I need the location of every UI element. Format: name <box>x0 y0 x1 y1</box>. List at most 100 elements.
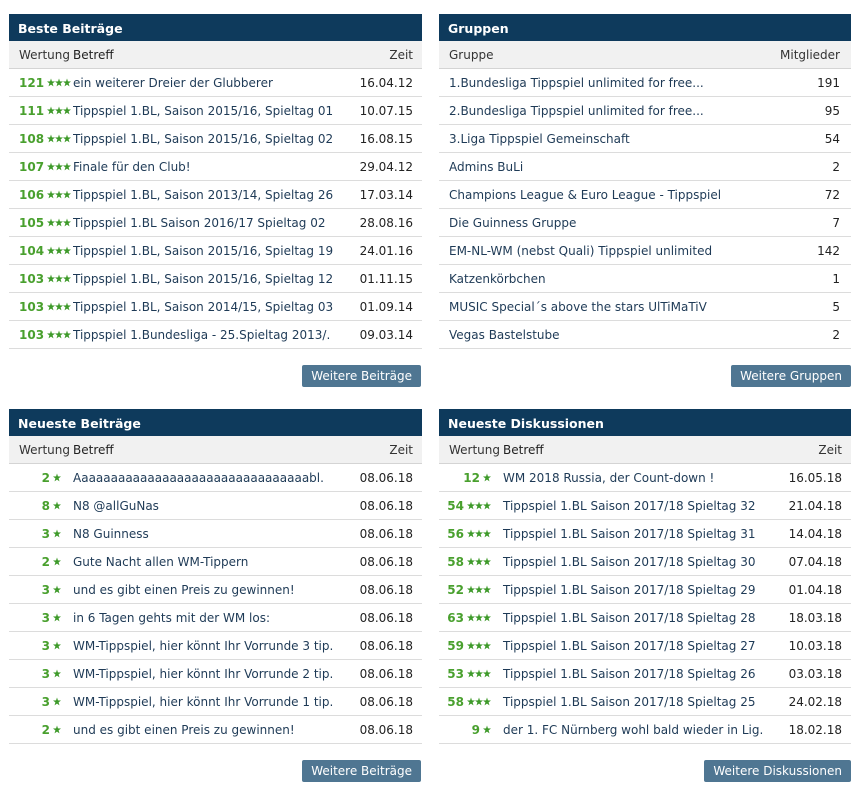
star-icon <box>475 557 483 566</box>
table-row[interactable]: 3 WM-Tippspiel, hier könnt Ihr Vorrunde 2… <box>9 660 422 688</box>
table-row[interactable]: 3 in 6 Tagen gehts mit der WM los: 08.06.1… <box>9 604 422 632</box>
rating-cell: 53 <box>439 667 497 681</box>
post-title-link[interactable]: Tippspiel 1.BL Saison 2017/18 Spieltag 2… <box>503 666 756 681</box>
table-row[interactable]: 53 Tippspiel 1.BL Saison 2017/18 Spieltag… <box>439 660 851 688</box>
star-icon <box>47 134 56 143</box>
group-row[interactable]: EM-NL-WM (nebst Quali) Tippspiel unlimit… <box>439 237 851 265</box>
post-title-link[interactable]: Tippspiel 1.BL, Saison 2015/16, Spieltag… <box>73 243 334 258</box>
table-row[interactable]: 107 Finale für den Club! 29.04.12 <box>9 153 422 181</box>
post-date: 08.06.18 <box>359 666 413 681</box>
star-rating-icon <box>47 190 72 199</box>
group-row[interactable]: Champions League & Euro League - Tippspi… <box>439 181 851 209</box>
table-row[interactable]: 108 Tippspiel 1.BL, Saison 2015/16, Spiel… <box>9 125 422 153</box>
score-value: 58 <box>447 554 464 569</box>
group-name-link[interactable]: Die Guinness Gruppe <box>449 215 577 230</box>
table-row[interactable]: 58 Tippspiel 1.BL Saison 2017/18 Spieltag… <box>439 688 851 716</box>
group-name-link[interactable]: Admins BuLi <box>449 159 524 174</box>
table-row[interactable]: 9 der 1. FC Nürnberg wohl bald wieder in … <box>439 716 851 744</box>
group-row[interactable]: 1.Bundesliga Tippspiel unlimited for fre… <box>439 69 851 97</box>
post-title-link[interactable]: Tippspiel 1.BL Saison 2017/18 Spieltag 2… <box>503 694 756 709</box>
group-name-link[interactable]: Champions League & Euro League - Tippspi… <box>449 187 722 202</box>
star-rating-icon <box>47 78 72 87</box>
group-name-link[interactable]: Vegas Bastelstube <box>449 327 560 342</box>
group-row[interactable]: Vegas Bastelstube 2 <box>439 321 851 349</box>
more-newest-posts-button[interactable]: Weitere Beiträge <box>302 760 421 782</box>
group-name-link[interactable]: 3.Liga Tippspiel Gemeinschaft <box>449 131 630 146</box>
post-title-link[interactable]: Tippspiel 1.BL Saison 2017/18 Spieltag 2… <box>503 638 756 653</box>
more-discussions-button[interactable]: Weitere Diskussionen <box>704 760 851 782</box>
table-row[interactable]: 3 N8 Guinness 08.06.18 <box>9 520 422 548</box>
more-best-posts-button[interactable]: Weitere Beiträge <box>302 365 421 387</box>
table-row[interactable]: 56 Tippspiel 1.BL Saison 2017/18 Spieltag… <box>439 520 851 548</box>
post-title-link[interactable]: Tippspiel 1.Bundesliga - 25.Spieltag 201… <box>73 327 331 342</box>
post-title-link[interactable]: Tippspiel 1.BL, Saison 2015/16, Spieltag… <box>73 103 334 118</box>
star-icon <box>53 641 61 650</box>
table-row[interactable]: 3 WM-Tippspiel, hier könnt Ihr Vorrunde 1… <box>9 688 422 716</box>
post-title-link[interactable]: Tippspiel 1.BL Saison 2017/18 Spieltag 2… <box>503 610 756 625</box>
rating-cell: 103 <box>9 272 73 286</box>
post-title-link[interactable]: Gute Nacht allen WM-Tippern <box>73 554 249 569</box>
star-rating-icon <box>47 274 72 283</box>
table-row[interactable]: 63 Tippspiel 1.BL Saison 2017/18 Spieltag… <box>439 604 851 632</box>
table-row[interactable]: 103 Tippspiel 1.Bundesliga - 25.Spieltag … <box>9 321 422 349</box>
post-title-link[interactable]: Tippspiel 1.BL, Saison 2015/16, Spieltag… <box>73 131 334 146</box>
star-rating-icon <box>47 246 72 255</box>
post-title-link[interactable]: Tippspiel 1.BL Saison 2017/18 Spieltag 3… <box>503 526 756 541</box>
table-row[interactable]: 59 Tippspiel 1.BL Saison 2017/18 Spieltag… <box>439 632 851 660</box>
group-name-link[interactable]: MUSIC Special´s above the stars UlTiMaTi… <box>449 299 707 314</box>
group-name-link[interactable]: Katzenkörbchen <box>449 271 546 286</box>
group-name-link[interactable]: 2.Bundesliga Tippspiel unlimited for fre… <box>449 103 704 118</box>
post-title-link[interactable]: Tippspiel 1.BL, Saison 2014/15, Spieltag… <box>73 299 334 314</box>
post-date: 08.06.18 <box>359 610 413 625</box>
post-title-link[interactable]: in 6 Tagen gehts mit der WM los: <box>73 610 270 625</box>
table-row[interactable]: 12 WM 2018 Russia, der Count-down ! 16.05.… <box>439 464 851 492</box>
table-row[interactable]: 106 Tippspiel 1.BL, Saison 2013/14, Spiel… <box>9 181 422 209</box>
more-groups-button[interactable]: Weitere Gruppen <box>731 365 851 387</box>
group-row[interactable]: 2.Bundesliga Tippspiel unlimited for fre… <box>439 97 851 125</box>
post-title-link[interactable]: WM-Tippspiel, hier könnt Ihr Vorrunde 2 … <box>73 666 334 681</box>
post-title-link[interactable]: der 1. FC Nürnberg wohl bald wieder in L… <box>503 722 764 737</box>
post-title-link[interactable]: und es gibt einen Preis zu gewinnen! <box>73 722 295 737</box>
group-row[interactable]: Admins BuLi 2 <box>439 153 851 181</box>
groups-column-header: Gruppe Mitglieder <box>439 41 851 69</box>
post-title-link[interactable]: WM-Tippspiel, hier könnt Ihr Vorrunde 1 … <box>73 694 334 709</box>
group-row[interactable]: MUSIC Special´s above the stars UlTiMaTi… <box>439 293 851 321</box>
table-row[interactable]: 103 Tippspiel 1.BL, Saison 2015/16, Spiel… <box>9 265 422 293</box>
post-title-link[interactable]: Finale für den Club! <box>73 159 191 174</box>
table-row[interactable]: 2 und es gibt einen Preis zu gewinnen! 08.… <box>9 716 422 744</box>
table-row[interactable]: 121 ein weiterer Dreier der Glubberer 16.0… <box>9 69 422 97</box>
table-row[interactable]: 58 Tippspiel 1.BL Saison 2017/18 Spieltag… <box>439 548 851 576</box>
table-row[interactable]: 3 WM-Tippspiel, hier könnt Ihr Vorrunde 3… <box>9 632 422 660</box>
post-title-link[interactable]: N8 Guinness <box>73 526 149 541</box>
post-title-link[interactable]: Tippspiel 1.BL Saison 2016/17 Spieltag 0… <box>73 215 326 230</box>
table-row[interactable]: 8 N8 @allGuNas 08.06.18 <box>9 492 422 520</box>
table-row[interactable]: 2 Aaaaaaaaaaaaaaaaaaaaaaaaaaaaaaaabl. 08.0… <box>9 464 422 492</box>
table-row[interactable]: 3 und es gibt einen Preis zu gewinnen! 08.… <box>9 576 422 604</box>
post-title-link[interactable]: Tippspiel 1.BL Saison 2017/18 Spieltag 3… <box>503 554 756 569</box>
table-row[interactable]: 104 Tippspiel 1.BL, Saison 2015/16, Spiel… <box>9 237 422 265</box>
post-title-link[interactable]: Tippspiel 1.BL, Saison 2013/14, Spieltag… <box>73 187 334 202</box>
post-title-link[interactable]: und es gibt einen Preis zu gewinnen! <box>73 582 295 597</box>
star-icon <box>63 162 72 171</box>
post-title-link[interactable]: Tippspiel 1.BL, Saison 2015/16, Spieltag… <box>73 271 334 286</box>
group-row[interactable]: Die Guinness Gruppe 7 <box>439 209 851 237</box>
table-row[interactable]: 111 Tippspiel 1.BL, Saison 2015/16, Spiel… <box>9 97 422 125</box>
post-title-link[interactable]: Tippspiel 1.BL Saison 2017/18 Spieltag 3… <box>503 498 756 513</box>
post-title-link[interactable]: N8 @allGuNas <box>73 498 159 513</box>
star-icon <box>483 697 491 706</box>
group-name-link[interactable]: EM-NL-WM (nebst Quali) Tippspiel unlimit… <box>449 243 713 258</box>
table-row[interactable]: 105 Tippspiel 1.BL Saison 2016/17 Spielta… <box>9 209 422 237</box>
post-title-link[interactable]: WM 2018 Russia, der Count-down ! <box>503 470 715 485</box>
table-row[interactable]: 103 Tippspiel 1.BL, Saison 2014/15, Spiel… <box>9 293 422 321</box>
post-title-link[interactable]: Tippspiel 1.BL Saison 2017/18 Spieltag 2… <box>503 582 756 597</box>
group-row[interactable]: Katzenkörbchen 1 <box>439 265 851 293</box>
post-title-link[interactable]: WM-Tippspiel, hier könnt Ihr Vorrunde 3 … <box>73 638 334 653</box>
group-row[interactable]: 3.Liga Tippspiel Gemeinschaft 54 <box>439 125 851 153</box>
table-row[interactable]: 54 Tippspiel 1.BL Saison 2017/18 Spieltag… <box>439 492 851 520</box>
group-name-link[interactable]: 1.Bundesliga Tippspiel unlimited for fre… <box>449 75 704 90</box>
post-title-link[interactable]: Aaaaaaaaaaaaaaaaaaaaaaaaaaaaaaaabl. <box>73 470 324 485</box>
table-row[interactable]: 52 Tippspiel 1.BL Saison 2017/18 Spieltag… <box>439 576 851 604</box>
table-row[interactable]: 2 Gute Nacht allen WM-Tippern 08.06.18 <box>9 548 422 576</box>
post-title-link[interactable]: ein weiterer Dreier der Glubberer <box>73 75 273 90</box>
star-rating-icon <box>47 106 72 115</box>
